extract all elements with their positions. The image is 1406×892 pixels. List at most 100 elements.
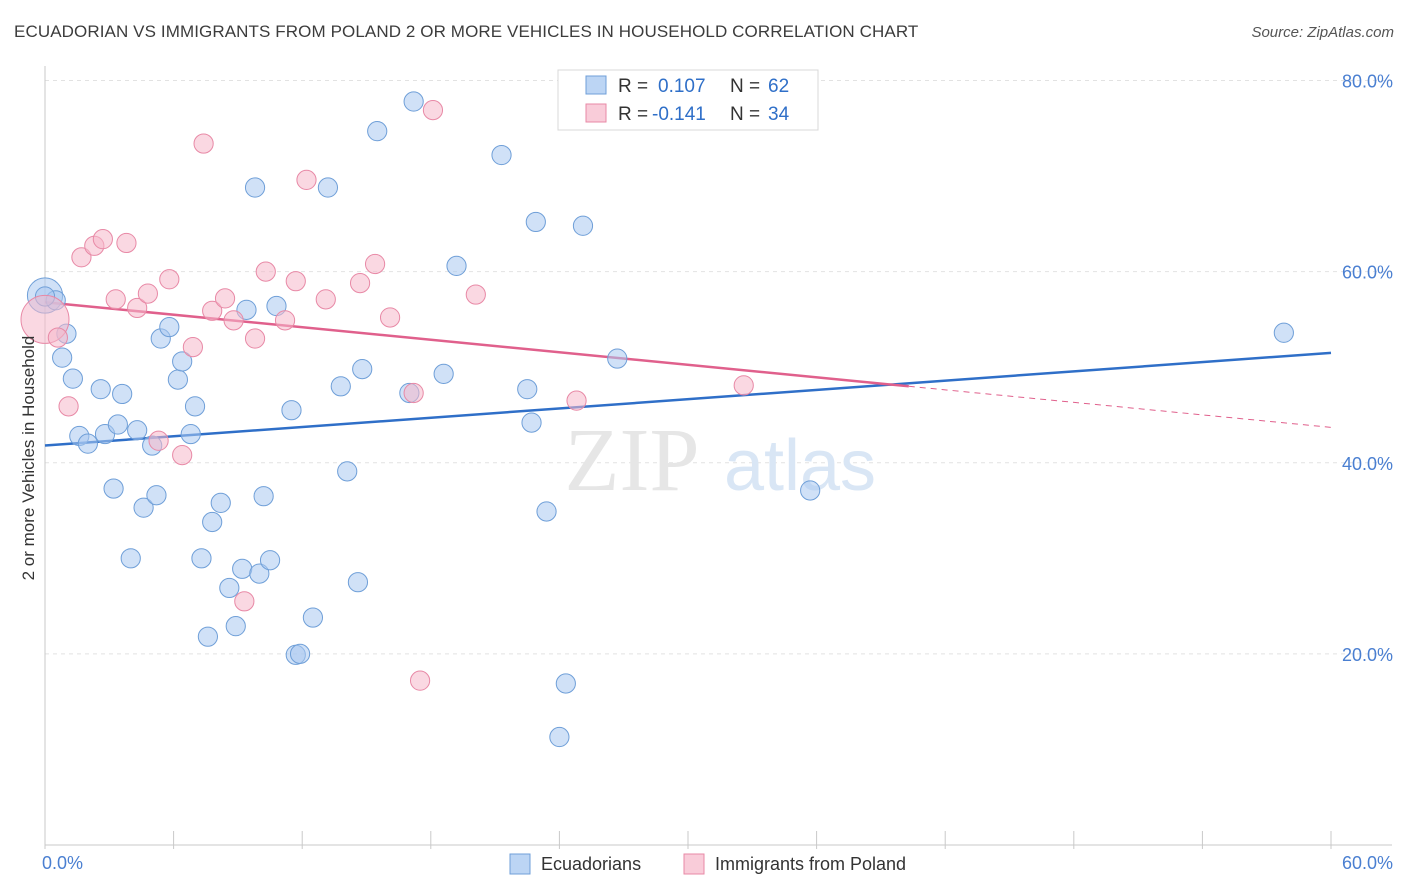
ecuadorian-point xyxy=(133,497,154,518)
ecuadorian-point xyxy=(210,492,231,513)
poland-point xyxy=(71,247,92,268)
ecuadorian-point xyxy=(167,369,188,390)
poland-point xyxy=(422,100,444,121)
trend-lines xyxy=(44,300,1332,447)
stats-n-value-2: 34 xyxy=(768,104,790,125)
ecuadorian-point xyxy=(191,548,212,569)
ecuadorian-point xyxy=(317,177,339,198)
poland-point xyxy=(285,271,306,292)
ecuadorian-point xyxy=(120,548,141,569)
y-tick-label: 20.0% xyxy=(1342,645,1393,665)
ecuadorian-point xyxy=(180,423,201,445)
poland-point xyxy=(315,289,336,310)
ecuadorian-point xyxy=(517,379,538,400)
legend-label-ecuadorians: Ecuadorians xyxy=(541,854,641,874)
legend-swatch-poland xyxy=(683,853,705,875)
ecuadorian-point xyxy=(112,383,133,405)
ecuadorian-point xyxy=(607,348,628,369)
ecuadorian-point xyxy=(367,121,388,142)
watermark: ZIP atlas xyxy=(565,411,877,510)
poland-point xyxy=(92,229,113,250)
ecuadorian-point xyxy=(107,414,128,435)
watermark-zip: ZIP xyxy=(565,411,700,510)
poland-point xyxy=(255,261,276,282)
y-tick-label: 60.0% xyxy=(1342,263,1393,283)
y-tick-label: 40.0% xyxy=(1342,454,1393,474)
ecuadorian-point xyxy=(259,550,281,571)
ecuadorian-point xyxy=(800,480,821,501)
ecuadorian-point xyxy=(90,379,111,400)
ecuadorian-point xyxy=(337,461,358,482)
ecuadorian-point xyxy=(525,211,546,233)
poland-point xyxy=(172,445,193,466)
chart-title: ECUADORIAN VS IMMIGRANTS FROM POLAND 2 O… xyxy=(14,22,919,41)
stats-n-value-1: 62 xyxy=(768,76,789,97)
poland-point xyxy=(234,591,255,612)
ecuadorian-point xyxy=(232,558,253,579)
poland-point xyxy=(409,670,431,691)
poland-point xyxy=(137,283,158,304)
y-axis-title: 2 or more Vehicles in Household xyxy=(19,336,38,581)
poland-point xyxy=(566,390,587,411)
ecuadorian-point xyxy=(555,673,576,694)
axes xyxy=(44,66,1392,849)
stats-r-label-2: R = xyxy=(618,104,648,125)
stats-r-value-2: -0.141 xyxy=(652,104,706,125)
ecuadorian-point xyxy=(202,511,223,533)
stats-r-value-1: 0.107 xyxy=(658,76,706,97)
poland-point xyxy=(274,310,296,331)
ecuadorian-point xyxy=(330,376,351,397)
poland-point xyxy=(148,430,169,451)
poland-point xyxy=(214,288,236,309)
legend-label-poland: Immigrants from Poland xyxy=(715,854,906,874)
ecuadorian-point xyxy=(225,616,246,637)
poland-point xyxy=(733,375,754,396)
poland-point xyxy=(244,328,266,349)
series-legend: Ecuadorians Immigrants from Poland xyxy=(509,853,906,875)
poland-point xyxy=(58,396,79,417)
x-tick-label: 0.0% xyxy=(42,853,83,873)
poland-point xyxy=(182,337,203,358)
ecuadorian-point xyxy=(521,412,542,433)
ecuadorian-point xyxy=(352,358,373,380)
ecuadorian-point xyxy=(197,626,218,647)
stats-swatch-ecuadorians xyxy=(585,75,607,95)
poland-point xyxy=(202,300,223,321)
ecuadorian-point xyxy=(289,643,311,664)
ecuadorian-point xyxy=(244,177,266,198)
poland-point xyxy=(159,269,180,290)
poland-point xyxy=(349,272,371,294)
ecuadorian-point xyxy=(62,368,83,389)
ecuadorian-point xyxy=(127,420,148,441)
poland-point xyxy=(193,133,214,154)
stats-n-label-2: N = xyxy=(730,104,760,125)
ecuadorian-point xyxy=(146,485,167,506)
data-points xyxy=(20,91,1294,748)
legend-swatch-ecuadorians xyxy=(509,853,531,875)
ecuadorian-point xyxy=(184,396,206,417)
poland-point xyxy=(296,169,317,190)
poland-point xyxy=(116,232,137,254)
ecuadorian-point xyxy=(347,572,369,593)
poland-point xyxy=(105,289,126,310)
poland-point xyxy=(465,284,486,305)
ecuadorian-point xyxy=(446,255,467,276)
ecuadorian-point xyxy=(491,144,512,166)
poland-trend-extension xyxy=(908,385,1332,428)
tick-labels: 20.0% 40.0% 60.0% 80.0% 0.0% 60.0% xyxy=(42,72,1393,874)
x-tick-label: 60.0% xyxy=(1342,853,1393,873)
stats-n-label-1: N = xyxy=(730,76,760,97)
ecuadorian-point xyxy=(302,607,324,628)
ecuadorian-point xyxy=(249,563,270,584)
ecuadorian-point xyxy=(536,501,557,522)
ecuadorian-point xyxy=(219,577,240,599)
source-label: Source: ZipAtlas.com xyxy=(1251,24,1394,41)
y-tick-label: 80.0% xyxy=(1342,72,1393,92)
poland-point xyxy=(47,327,68,348)
stats-r-label-1: R = xyxy=(618,76,648,97)
ecuadorian-point xyxy=(549,726,570,748)
ecuadorian-point xyxy=(1273,322,1294,343)
stats-swatch-poland xyxy=(585,103,607,123)
poland-point xyxy=(364,253,386,275)
